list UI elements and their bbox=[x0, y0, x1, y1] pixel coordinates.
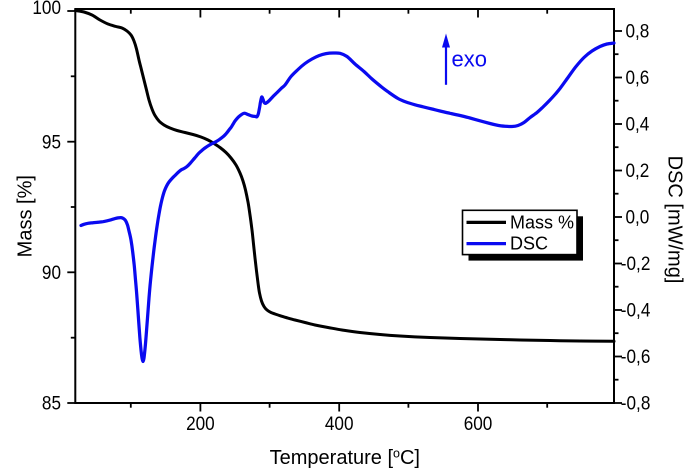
svg-text:exo: exo bbox=[452, 47, 487, 72]
svg-text:0,8: 0,8 bbox=[626, 20, 650, 42]
svg-text:200: 200 bbox=[186, 412, 215, 434]
svg-text:0,6: 0,6 bbox=[626, 66, 650, 88]
svg-text:95: 95 bbox=[42, 130, 61, 152]
svg-text:0,2: 0,2 bbox=[626, 159, 650, 181]
svg-text:Mass [%]: Mass [%] bbox=[14, 175, 36, 257]
svg-text:-0,4: -0,4 bbox=[621, 299, 651, 321]
svg-text:Temperature [oC]: Temperature [oC] bbox=[270, 447, 420, 470]
svg-text:600: 600 bbox=[464, 412, 493, 434]
svg-text:Mass %: Mass % bbox=[510, 213, 574, 233]
svg-text:DSC: DSC bbox=[510, 234, 548, 254]
svg-text:0,0: 0,0 bbox=[626, 206, 650, 228]
svg-text:400: 400 bbox=[325, 412, 354, 434]
svg-text:90: 90 bbox=[42, 261, 61, 283]
svg-text:85: 85 bbox=[42, 392, 61, 414]
svg-text:-0,8: -0,8 bbox=[621, 392, 651, 414]
svg-text:-0,2: -0,2 bbox=[621, 252, 651, 274]
svg-text:-0,6: -0,6 bbox=[621, 345, 651, 367]
svg-text:DSC [mW/mg]: DSC [mW/mg] bbox=[664, 156, 685, 284]
svg-text:100: 100 bbox=[32, 0, 61, 18]
svg-text:0,4: 0,4 bbox=[626, 113, 650, 135]
